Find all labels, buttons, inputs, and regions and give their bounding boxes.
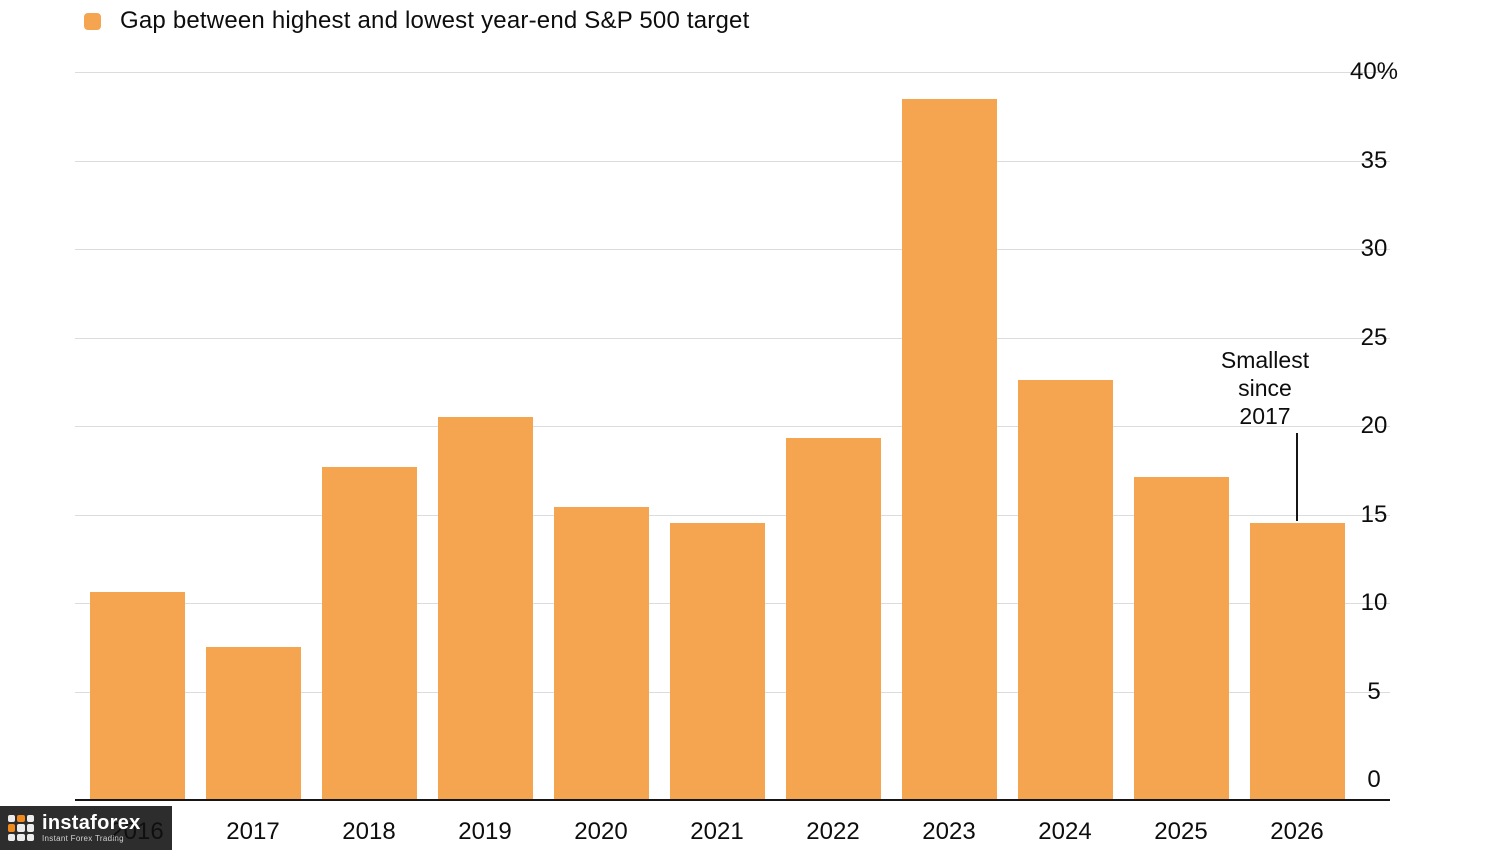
bar <box>89 592 185 801</box>
x-axis-tick-label: 2018 <box>342 818 396 845</box>
x-axis-tick-label: 2022 <box>806 818 860 845</box>
y-axis-tick-label: 15 <box>1360 500 1388 528</box>
gridline <box>75 426 1390 427</box>
x-axis-tick-label: 2026 <box>1270 818 1324 845</box>
bar <box>437 417 533 801</box>
y-axis-tick-label: 40% <box>1349 58 1399 85</box>
x-axis-tick-label: 2023 <box>922 818 976 845</box>
watermark: instaforex Instant Forex Trading <box>0 806 172 850</box>
watermark-tagline: Instant Forex Trading <box>42 834 124 843</box>
y-axis-tick-label: 35 <box>1360 146 1388 174</box>
bar <box>785 438 881 801</box>
instaforex-logo-icon <box>8 815 34 841</box>
x-axis-tick-label: 2020 <box>574 818 628 845</box>
y-axis-tick-label: 25 <box>1360 323 1388 351</box>
y-axis-tick-label: 10 <box>1360 589 1388 616</box>
y-axis-tick-label: 0 <box>1367 766 1381 793</box>
bar <box>1017 379 1113 801</box>
x-axis-tick-label: 2017 <box>226 818 280 845</box>
annotation-line-2: since <box>1238 375 1292 401</box>
bar <box>321 466 417 801</box>
bar <box>1249 523 1345 801</box>
legend-marker-icon <box>84 12 101 30</box>
annotation-pointer-line <box>1296 433 1298 521</box>
gridline <box>75 249 1390 250</box>
x-axis-tick-label: 2024 <box>1038 818 1092 845</box>
bar <box>553 507 649 801</box>
x-axis-tick-label: 2025 <box>1154 818 1208 845</box>
gridline <box>75 337 1390 339</box>
annotation-text: Smallest since 2017 <box>1190 346 1340 430</box>
annotation-line-3: 2017 <box>1239 403 1291 429</box>
y-axis-tick-label: 20 <box>1360 412 1388 439</box>
x-axis-line <box>75 799 1390 801</box>
x-axis-tick-label: 2021 <box>690 818 744 845</box>
y-axis-tick-label: 30 <box>1360 235 1388 262</box>
x-axis-tick-label: 2019 <box>458 818 512 845</box>
gridline <box>75 160 1390 162</box>
gridline <box>75 514 1390 516</box>
legend: Gap between highest and lowest year-end … <box>84 7 749 35</box>
y-axis-tick-label: 5 <box>1367 677 1381 705</box>
bar <box>1133 477 1229 801</box>
bar <box>205 647 301 801</box>
bar <box>901 98 997 801</box>
legend-label: Gap between highest and lowest year-end … <box>120 7 750 34</box>
annotation-line-1: Smallest <box>1220 347 1310 373</box>
gridline <box>75 72 1390 73</box>
watermark-brand: instaforex <box>42 812 141 834</box>
bar <box>669 523 765 801</box>
